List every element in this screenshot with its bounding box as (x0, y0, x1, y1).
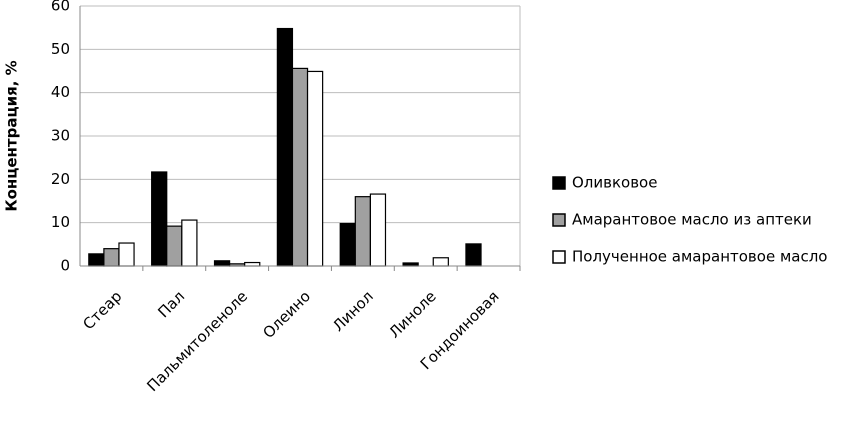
y-tick-label: 10 (51, 213, 70, 231)
bar (276, 27, 294, 267)
x-tick-label: Олеино (259, 287, 314, 342)
x-tick-label: Стеар (79, 287, 125, 333)
bar (354, 196, 372, 267)
legend-label: Амарантовое масло из аптеки (572, 211, 812, 229)
bar (213, 260, 231, 267)
legend-swatch (552, 176, 566, 190)
bar (118, 242, 135, 267)
bar (88, 253, 105, 267)
bar (181, 219, 198, 267)
y-tick-label: 20 (51, 170, 70, 188)
bar (339, 222, 356, 267)
x-tick-label: Пал (154, 287, 188, 321)
legend-swatch (552, 213, 566, 227)
x-tick-label: Линоле (385, 287, 439, 341)
bar (244, 261, 261, 267)
legend-label: Оливковое (572, 174, 657, 192)
bar (432, 257, 449, 267)
y-tick-label: 50 (51, 40, 70, 58)
bar (103, 248, 120, 267)
y-tick-label: 0 (60, 257, 70, 275)
y-tick-label: 60 (51, 0, 70, 15)
legend-swatch (552, 250, 566, 264)
y-axis-label: Концентрация, % (3, 60, 21, 211)
legend-label: Полученное амарантовое масло (572, 248, 827, 266)
x-tick-label: Линол (329, 287, 377, 335)
bar (465, 243, 482, 267)
bar (291, 67, 309, 267)
y-tick-label: 40 (51, 83, 70, 101)
bar (151, 171, 168, 267)
bar (166, 225, 183, 267)
bar (369, 193, 387, 267)
bar (306, 70, 324, 267)
y-tick-label: 30 (51, 127, 70, 145)
